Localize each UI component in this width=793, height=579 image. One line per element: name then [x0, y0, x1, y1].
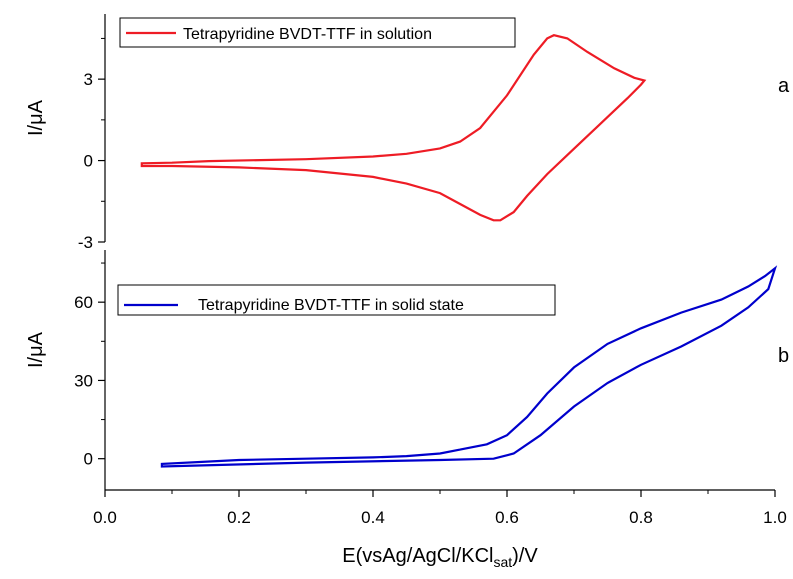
panel-a-legend: Tetrapyridine BVDT-TTF in solution: [119, 17, 516, 48]
panel-a-legend-box: [119, 17, 516, 48]
panel-b-x-ticks: 0.0 0.2 0.4 0.6 0.8 1.0: [93, 490, 787, 527]
panel-b: 0 30 60 0.0 0.2 0.4 0.6 0.8 1.0 I/μA E(vsAg/AgC…: [25, 250, 789, 570]
panel-b-y-tick-label: 30: [74, 371, 93, 390]
panel-a-y-tick-label: 0: [84, 152, 93, 171]
panel-a: -3 0 3 I/μA a Tetrapyridine BVDT-TTF in so…: [25, 14, 790, 252]
panel-b-legend-box: [117, 284, 556, 316]
panel-a-label: a: [778, 75, 790, 97]
x-tick-label: 0.6: [495, 508, 519, 527]
panel-b-y-ticks: 0 30 60: [74, 262, 105, 469]
panel-b-series-solid-state: [160, 265, 778, 468]
x-tick-label: 0.0: [93, 508, 117, 527]
x-tick-label: 1.0: [763, 508, 787, 527]
panel-a-y-ticks: -3 0 3: [78, 37, 105, 252]
x-tick-label: 0.8: [629, 508, 653, 527]
panel-b-legend: Tetrapyridine BVDT-TTF in solid state: [117, 284, 556, 316]
x-tick-label: 0.4: [361, 508, 385, 527]
panel-a-y-axis-label: I/μA: [25, 99, 47, 136]
x-axis-label-subscript: sat: [493, 554, 512, 570]
panel-a-legend-entry: Tetrapyridine BVDT-TTF in solution: [183, 26, 432, 43]
x-tick-label: 0.2: [227, 508, 251, 527]
x-axis-label-end: )/V: [512, 545, 538, 567]
panel-b-legend-entry: Tetrapyridine BVDT-TTF in solid state: [198, 297, 464, 314]
panel-b-y-axis-label: I/μA: [25, 331, 47, 368]
panel-a-series-solution: [140, 34, 647, 222]
x-axis-label: E(vsAg/AgCl/KClsat)/V: [342, 545, 538, 570]
panel-b-y-tick-label: 0: [84, 450, 93, 469]
panel-b-y-tick-label: 60: [74, 293, 93, 312]
panel-a-y-tick-label: 3: [84, 70, 93, 89]
panel-a-y-tick-label: -3: [78, 233, 93, 252]
x-axis-label-main: E(vsAg/AgCl/KCl: [342, 545, 493, 567]
panel-b-label: b: [778, 345, 789, 367]
